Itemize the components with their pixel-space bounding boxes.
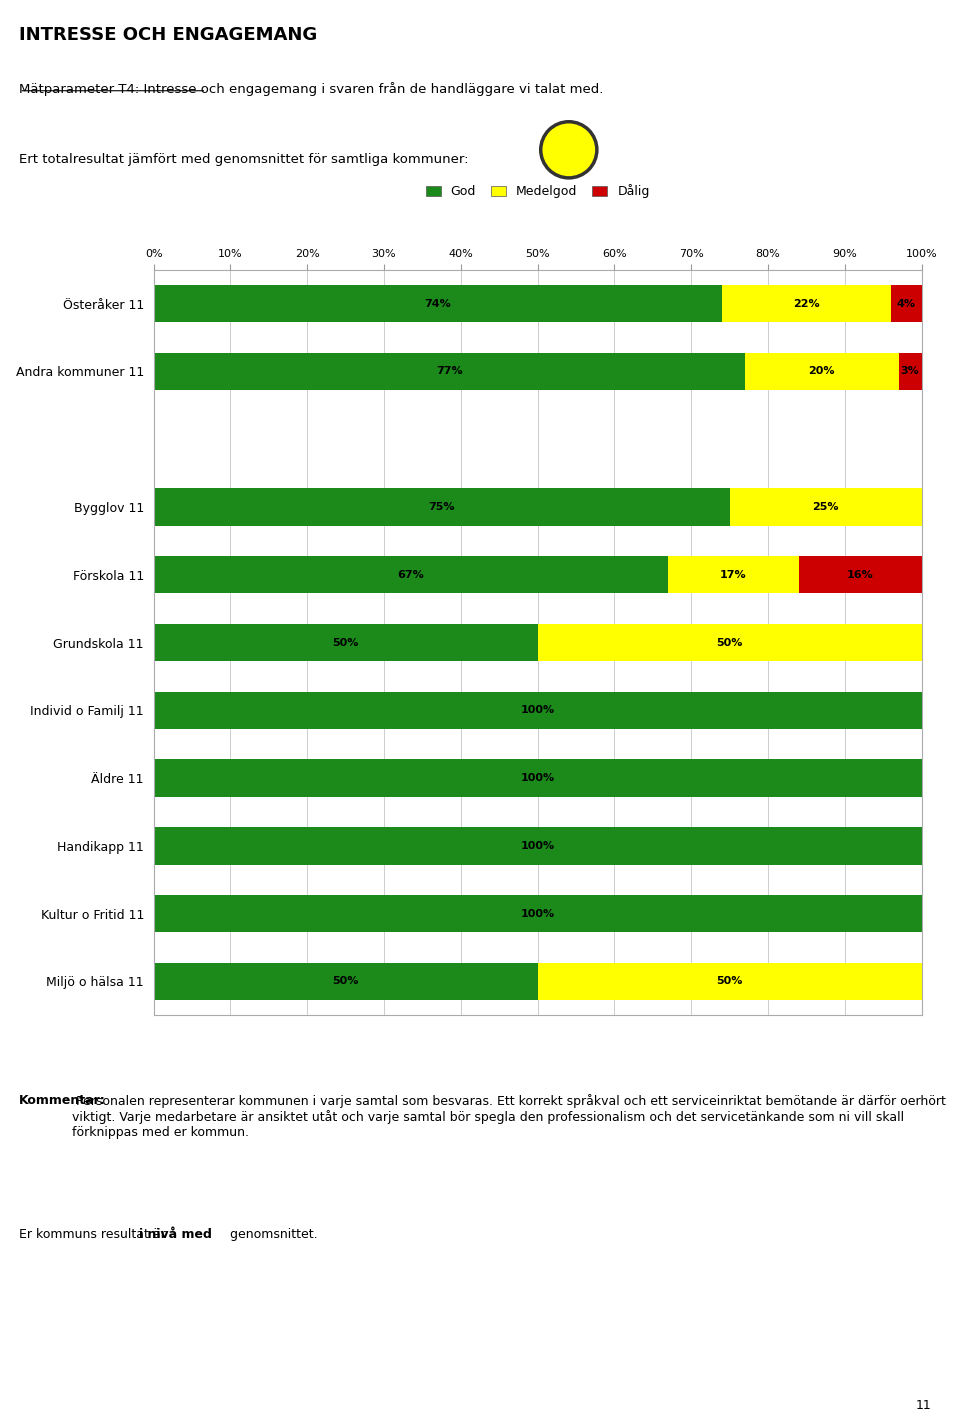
- Bar: [154, 557, 668, 594]
- Bar: [154, 285, 722, 322]
- Text: 22%: 22%: [793, 298, 820, 308]
- Circle shape: [540, 122, 597, 178]
- Bar: [154, 488, 730, 525]
- Text: 77%: 77%: [436, 366, 463, 376]
- Bar: [891, 285, 922, 322]
- Text: 50%: 50%: [716, 638, 743, 648]
- Text: 100%: 100%: [520, 706, 555, 716]
- Text: 50%: 50%: [332, 977, 359, 987]
- Bar: [154, 828, 922, 865]
- Text: 75%: 75%: [428, 503, 455, 513]
- Bar: [154, 963, 538, 1000]
- Text: 4%: 4%: [897, 298, 916, 308]
- Text: 100%: 100%: [520, 909, 555, 919]
- Text: i nivå med: i nivå med: [139, 1228, 212, 1241]
- Text: 100%: 100%: [520, 841, 555, 851]
- Text: 17%: 17%: [720, 569, 747, 579]
- Text: 50%: 50%: [716, 977, 743, 987]
- Text: Personalen representerar kommunen i varje samtal som besvaras. Ett korrekt språk: Personalen representerar kommunen i varj…: [72, 1093, 946, 1139]
- Bar: [154, 692, 922, 728]
- Text: 50%: 50%: [332, 638, 359, 648]
- Text: 16%: 16%: [847, 569, 874, 579]
- Legend: God, Medelgod, Dålig: God, Medelgod, Dålig: [420, 179, 655, 203]
- Text: Ert totalresultat jämfört med genomsnittet för samtliga kommuner:: Ert totalresultat jämfört med genomsnitt…: [19, 153, 468, 166]
- Bar: [799, 557, 922, 594]
- Text: 25%: 25%: [812, 503, 839, 513]
- Text: INTRESSE OCH ENGAGEMANG: INTRESSE OCH ENGAGEMANG: [19, 26, 318, 44]
- Bar: [154, 760, 922, 797]
- Bar: [668, 557, 799, 594]
- Text: Kommentar:: Kommentar:: [19, 1093, 106, 1108]
- Bar: [154, 895, 922, 933]
- Bar: [154, 352, 745, 391]
- Bar: [538, 963, 922, 1000]
- Bar: [538, 623, 922, 662]
- Bar: [154, 623, 538, 662]
- Text: 74%: 74%: [424, 298, 451, 308]
- Text: 100%: 100%: [520, 772, 555, 782]
- Text: 20%: 20%: [808, 366, 835, 376]
- Bar: [899, 352, 922, 391]
- Text: Mätparameter T4: Intresse och engagemang i svaren från de handläggare vi talat m: Mätparameter T4: Intresse och engagemang…: [19, 82, 604, 95]
- Bar: [730, 488, 922, 525]
- Text: 67%: 67%: [397, 569, 424, 579]
- Text: Er kommuns resultat är: Er kommuns resultat är: [19, 1228, 170, 1241]
- Bar: [745, 352, 899, 391]
- Text: 3%: 3%: [900, 366, 920, 376]
- Bar: [722, 285, 891, 322]
- Text: 11: 11: [916, 1399, 931, 1413]
- Text: genomsnittet.: genomsnittet.: [226, 1228, 317, 1241]
